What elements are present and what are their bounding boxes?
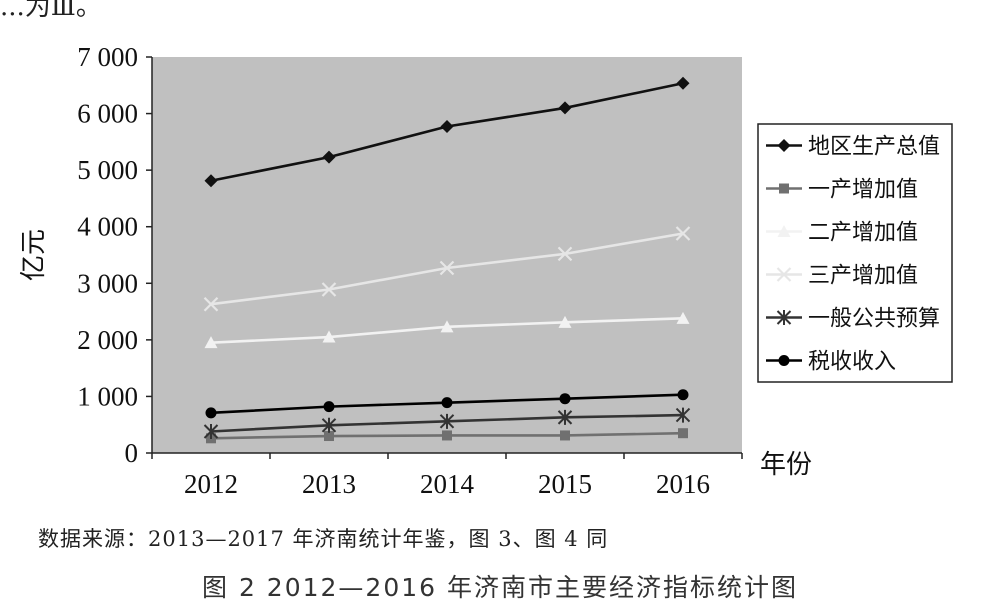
- data-point: [558, 101, 572, 115]
- data-point: [321, 417, 337, 433]
- legend-item: 税收收入: [766, 350, 896, 375]
- series: [203, 226, 691, 312]
- legend-label: 三产增加值: [808, 264, 918, 289]
- legend-item: 一产增加值: [766, 178, 918, 203]
- legend-item: 地区生产总值: [766, 135, 940, 160]
- series: [205, 389, 689, 419]
- x-tick-label: 2013: [302, 469, 356, 499]
- y-tick-label: 6 000: [77, 99, 138, 129]
- data-point: [324, 431, 334, 442]
- legend-marker: [776, 267, 792, 282]
- data-point: [322, 150, 336, 164]
- series: [204, 76, 690, 188]
- data-point: [321, 282, 337, 297]
- data-point: [204, 336, 218, 349]
- x-tick-label: 2014: [420, 469, 475, 499]
- data-point: [203, 424, 219, 440]
- data-point: [676, 311, 690, 324]
- legend-marker: [778, 355, 790, 366]
- y-tick-label: 3 000: [77, 268, 138, 298]
- series-layer: [203, 76, 691, 444]
- legend-label: 一般公共预算: [808, 307, 940, 332]
- data-point: [440, 320, 454, 333]
- x-tick-label: 2016: [656, 469, 710, 499]
- legend-marker: [777, 139, 791, 152]
- legend-item: 一般公共预算: [766, 307, 940, 332]
- y-tick-label: 4 000: [77, 212, 138, 242]
- data-point: [322, 330, 336, 343]
- data-point: [205, 407, 217, 419]
- y-ticks: 0 1 000 2 000 3 000 4 000 5 000 6 000 7 000: [77, 42, 152, 468]
- data-point: [675, 407, 691, 423]
- x-axis-title: 年份: [760, 450, 812, 480]
- data-point: [442, 430, 452, 441]
- legend-item: 二产增加值: [766, 221, 918, 246]
- data-point: [557, 246, 573, 262]
- data-point: [678, 428, 688, 439]
- data-point: [204, 174, 218, 188]
- legend-label: 二产增加值: [808, 221, 918, 246]
- data-point: [441, 397, 453, 409]
- data-point: [557, 409, 573, 425]
- data-point: [203, 296, 219, 312]
- y-tick-label: 0: [125, 438, 139, 468]
- top-text-fragment: ...为Ⅲ。: [0, 0, 102, 22]
- y-tick-label: 7 000: [77, 42, 138, 72]
- y-tick-label: 5 000: [77, 155, 138, 185]
- y-tick-label: 2 000: [77, 325, 138, 355]
- data-point: [439, 260, 455, 276]
- series: [204, 311, 690, 349]
- series: [203, 407, 691, 440]
- x-ticks: 2012 2013 2014 2015 2016: [151, 453, 743, 499]
- legend-item: 三产增加值: [766, 264, 918, 289]
- data-point: [323, 401, 335, 413]
- legend-label: 地区生产总值: [808, 135, 940, 160]
- legend-label: 一产增加值: [808, 178, 918, 203]
- data-point: [675, 226, 691, 241]
- y-axis-title: 亿元: [19, 229, 49, 281]
- legend-marker: [776, 310, 792, 325]
- legend: [757, 123, 953, 383]
- y-tick-label: 1 000: [77, 381, 138, 411]
- data-point: [559, 393, 571, 405]
- data-point: [439, 413, 455, 429]
- x-tick-label: 2012: [184, 469, 238, 499]
- data-point: [560, 430, 570, 441]
- data-source-note: 数据来源：2013—2017 年济南统计年鉴，图 3、图 4 同: [38, 527, 609, 551]
- legend-label: 税收收入: [808, 350, 896, 375]
- legend-marker: [777, 225, 791, 237]
- legend-marker: [779, 183, 789, 194]
- data-point: [676, 76, 690, 90]
- data-point: [558, 315, 572, 328]
- x-tick-label: 2015: [538, 469, 592, 499]
- plot-area: [152, 57, 742, 453]
- data-point: [440, 120, 454, 134]
- data-point: [677, 389, 689, 401]
- line-chart: 0 1 000 2 000 3 000 4 000 5 000 6 000 7 000 201…: [19, 42, 953, 499]
- figure-caption: 图 2 2012—2016 年济南市主要经济指标统计图: [202, 573, 798, 602]
